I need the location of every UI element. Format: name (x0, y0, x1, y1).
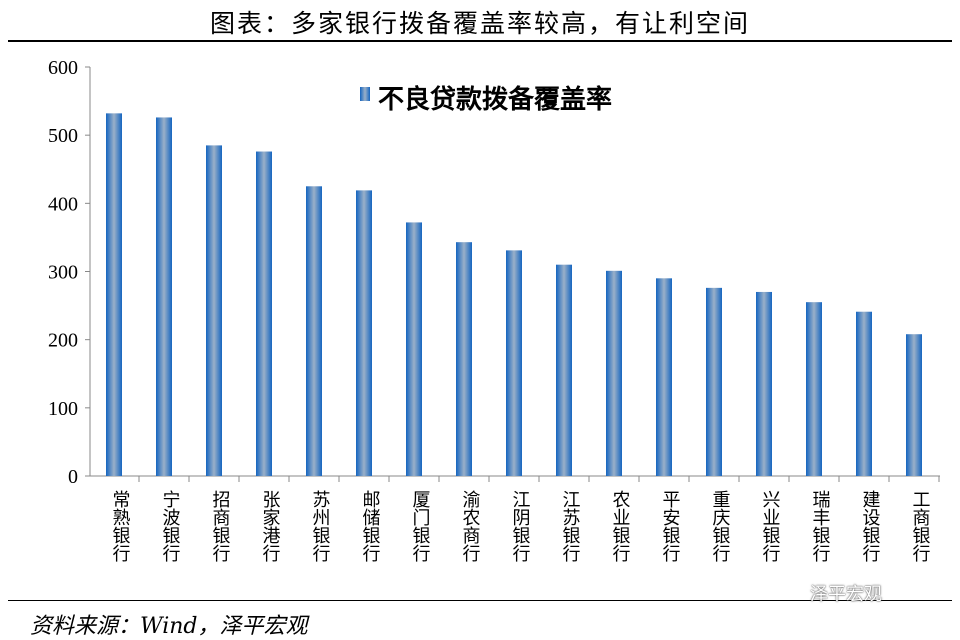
x-tick-label: 平安银行 (660, 490, 681, 562)
legend-swatch (360, 87, 370, 101)
bar (106, 113, 122, 476)
x-tick-label: 宁波银行 (160, 490, 181, 562)
bar (506, 250, 522, 476)
y-tick-label: 200 (48, 330, 78, 352)
chart-title: 图表：多家银行拨备覆盖率较高，有让利空间 (209, 9, 750, 38)
bar (606, 270, 622, 476)
x-tick-label: 建设银行 (860, 490, 881, 562)
x-tick-label: 江阴银行 (510, 490, 531, 562)
x-tick-label: 张家港行 (260, 490, 281, 562)
x-tick-label: 苏州银行 (310, 490, 331, 562)
bar (906, 334, 922, 476)
y-tick-label: 400 (48, 193, 78, 215)
watermark: 泽平宏观 (810, 584, 882, 605)
x-tick-label: 江苏银行 (560, 490, 581, 562)
x-tick-label: 厦门银行 (410, 490, 431, 562)
x-tick-label: 工商银行 (910, 490, 931, 562)
x-tick-label: 农业银行 (610, 490, 631, 562)
x-tick-label: 兴业银行 (760, 490, 781, 562)
x-tick-label: 瑞丰银行 (810, 490, 831, 562)
source-divider (8, 600, 952, 601)
bar (706, 287, 722, 476)
x-tick-label: 渝农商行 (460, 490, 481, 562)
bar (456, 242, 472, 476)
title-divider (8, 40, 952, 42)
y-tick-label: 300 (48, 262, 78, 284)
x-tick-label: 邮储银行 (360, 490, 381, 562)
y-tick-label: 100 (48, 398, 78, 420)
bar (256, 151, 272, 476)
bar (656, 278, 672, 476)
bar (206, 145, 222, 476)
legend-label: 不良贷款拨备覆盖率 (378, 84, 612, 115)
x-tick-label: 重庆银行 (710, 490, 731, 562)
y-tick-label: 500 (48, 125, 78, 147)
x-tick-label: 常熟银行 (110, 490, 131, 562)
bar (806, 302, 822, 476)
source-note: 资料来源：Wind，泽平宏观 (30, 614, 308, 639)
x-tick-label: 招商银行 (210, 490, 231, 562)
bar (756, 291, 772, 476)
bar (306, 186, 322, 476)
bar (856, 311, 872, 476)
bar (406, 222, 422, 476)
bar-chart: 0 100 200 300 400 500 600 常熟银行 宁波银行 招商银行 张家港行 苏州银行 邮… (48, 57, 940, 562)
bar (556, 264, 572, 476)
bar (356, 190, 372, 477)
y-tick-label: 600 (48, 57, 78, 79)
y-tick-label: 0 (68, 466, 78, 488)
bar (156, 117, 172, 477)
